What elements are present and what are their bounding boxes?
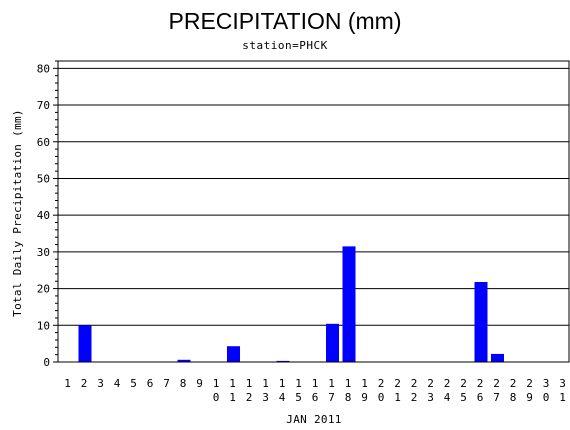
chart-title: PRECIPITATION (mm) (169, 8, 402, 34)
x-tick-label: 2 (81, 377, 88, 390)
bar-day-27 (491, 353, 504, 362)
y-tick-label: 50 (37, 172, 50, 185)
chart-subtitle: station=PHCK (242, 39, 327, 52)
y-tick-label: 70 (37, 99, 50, 112)
x-axis-label: JAN 2011 (286, 413, 341, 426)
x-tick-label: 6 (147, 377, 154, 390)
y-tick-label: 60 (37, 136, 50, 149)
gridlines (58, 67, 569, 326)
y-axis-label: Total Daily Precipitation (mm) (11, 109, 24, 317)
axis-ticks (53, 60, 58, 363)
bars (78, 246, 504, 362)
y-tick-label: 10 (37, 319, 50, 332)
x-tick-label: 7 (163, 377, 170, 390)
bar-day-18 (342, 246, 356, 362)
y-tick-labels: 0 10 20 30 40 50 60 70 80 (37, 62, 50, 369)
bar-day-17 (326, 323, 339, 362)
y-tick-label: 40 (37, 209, 50, 222)
x-tick-label: 9 (196, 377, 203, 390)
x-tick-label: 8 (180, 377, 187, 390)
plot-frame (57, 60, 570, 363)
x-tick-label: 5 (130, 377, 137, 390)
y-tick-label: 80 (37, 62, 50, 75)
bar-day-11 (227, 346, 240, 362)
y-tick-label: 30 (37, 246, 50, 259)
x-tick-labels: 1 2 3 4 5 6 7 8 9 1 01 11 21 31 41 51 61 71 81 92 02 12 22 32 42… (64, 377, 566, 404)
y-tick-label: 20 (37, 283, 50, 296)
y-tick-label: 0 (43, 356, 50, 369)
x-tick-label: 3 (97, 377, 104, 390)
bar-day-2 (78, 325, 92, 362)
bar-day-8 (177, 359, 191, 362)
x-tick-label: 1 (64, 377, 71, 390)
x-tick-label: 4 (114, 377, 121, 390)
bar-day-26 (474, 281, 488, 362)
bar-day-14 (276, 360, 290, 362)
